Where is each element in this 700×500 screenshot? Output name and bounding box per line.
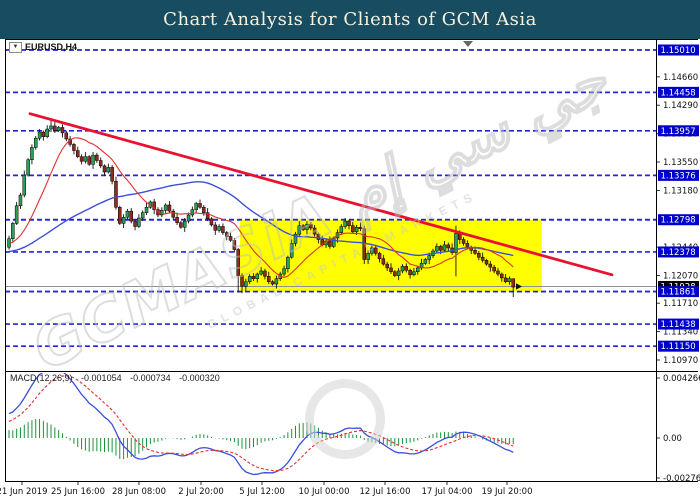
level-price-label [658,44,699,56]
price-pointer-icon [516,283,522,290]
main-price-panel[interactable] [5,49,656,348]
macd-signal-line [8,375,514,472]
time-marker-icon [463,41,473,47]
svg-text:1.14660: 1.14660 [663,73,698,83]
slow-ma-line[interactable] [8,181,514,257]
panel-frame [5,39,698,482]
svg-text:1.12378: 1.12378 [661,248,696,258]
candles-layer[interactable] [7,118,515,298]
macd-value-signal: -0.000734 [130,373,171,383]
symbol-timeframe-text: EURUSD,H4 [25,42,78,52]
svg-text:1.13376: 1.13376 [661,171,696,181]
page-title: Chart Analysis for Clients of GCM Asia [163,9,537,30]
svg-text:25 Jun 16:00: 25 Jun 16:00 [51,487,105,497]
svg-text:1.12070: 1.12070 [663,272,698,282]
svg-text:1.14290: 1.14290 [663,101,698,111]
macd-indicator-label: MACD(12,26,9) -0.001054 -0.000734 -0.000… [10,373,226,383]
descending-trendline[interactable] [28,112,614,277]
svg-text:5 Jul 12:00: 5 Jul 12:00 [239,487,285,497]
svg-text:1.15010: 1.15010 [661,46,696,56]
svg-text:1.14458: 1.14458 [661,88,696,98]
svg-text:12 Jul 16:00: 12 Jul 16:00 [360,487,411,497]
svg-text:1.11861: 1.11861 [661,288,696,298]
level-price-label [658,340,699,352]
svg-text:1.13180: 1.13180 [663,186,698,196]
svg-text:0.004266: 0.004266 [663,374,700,384]
svg-text:28 Jun 08:00: 28 Jun 08:00 [112,487,166,497]
fast-ma-line[interactable] [8,137,514,279]
level-price-label [658,86,699,98]
svg-text:0.00: 0.00 [663,434,682,444]
macd-name: MACD(12,26,9) [10,373,73,383]
level-price-label [658,214,699,226]
svg-text:1.12798: 1.12798 [661,216,696,226]
svg-text:19 Jul 20:00: 19 Jul 20:00 [482,487,533,497]
level-price-label [658,125,699,137]
title-bar: Chart Analysis for Clients of GCM Asia [0,0,700,39]
chevron-down-icon[interactable]: ▼ [9,41,22,53]
svg-text:1.11150: 1.11150 [661,342,696,352]
level-price-label [658,286,699,298]
svg-text:1.10970: 1.10970 [663,356,698,366]
macd-panel[interactable] [8,368,514,476]
svg-text:-0.002761: -0.002761 [663,474,700,484]
svg-text:10 Jul 00:00: 10 Jul 00:00 [299,487,350,497]
macd-line [8,373,514,476]
consolidation-rectangle[interactable] [240,219,542,292]
svg-text:1.11710: 1.11710 [663,299,698,309]
symbol-label: ▼ EURUSD,H4 [9,41,78,53]
price-axis[interactable]: 1.146601.142901.139201.135501.131801.124… [656,44,700,485]
time-axis[interactable]: 21 Jun 2019 25 Jun 16:00 28 Jun 08:00 2 Jul… [0,481,532,497]
level-price-label [658,246,699,258]
level-price-label [658,169,699,181]
svg-text:1.11438: 1.11438 [661,320,696,330]
svg-text:1.13957: 1.13957 [661,127,696,137]
svg-text:17 Jul 04:00: 17 Jul 04:00 [422,487,473,497]
svg-text:1.13550: 1.13550 [663,158,698,168]
macd-value-osma: -0.000320 [179,373,220,383]
svg-text:2 Jul 20:00: 2 Jul 20:00 [178,487,224,497]
svg-text:21 Jun 2019: 21 Jun 2019 [0,487,48,497]
svg-text:1.11340: 1.11340 [663,328,698,338]
level-price-label [658,318,699,330]
macd-value-main: -0.001054 [81,373,122,383]
